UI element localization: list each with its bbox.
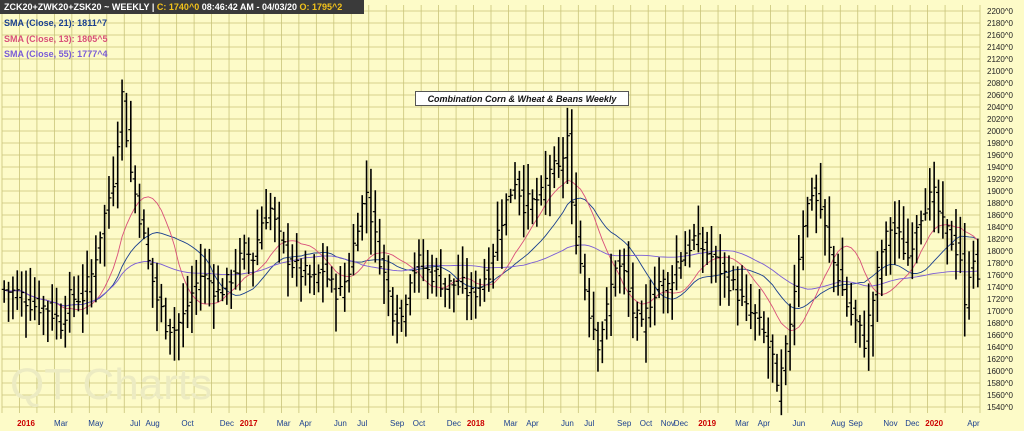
sma-lines [4, 179, 979, 332]
open-value: O: 1795^2 [299, 2, 343, 12]
y-tick-label: 2080^0 [987, 79, 1014, 88]
x-axis-ticks: 2016 Mar May Jul Aug Oct Dec 2017 Mar Apr Jun Jul Se… [17, 419, 980, 428]
x-tick-label: Apr [967, 419, 980, 428]
y-tick-label: 1540^0 [987, 403, 1014, 412]
y-tick-label: 1860^0 [987, 211, 1014, 220]
x-tick-label: Apr [526, 419, 539, 428]
x-tick-label: Dec [220, 419, 234, 428]
x-tick-label: Sep [848, 419, 863, 428]
ohlc-bars [1, 79, 981, 416]
x-tick-label: Jul [130, 419, 140, 428]
y-tick-label: 2060^0 [987, 91, 1014, 100]
y-tick-label: 1620^0 [987, 355, 1014, 364]
x-tick-label: Oct [640, 419, 653, 428]
y-tick-label: 1760^0 [987, 271, 1014, 280]
watermark-text: QT Charts [10, 360, 213, 409]
x-tick-label: Mar [504, 419, 518, 428]
x-tick-label: Oct [181, 419, 194, 428]
y-tick-label: 2040^0 [987, 103, 1014, 112]
y-tick-label: 2140^0 [987, 43, 1014, 52]
y-tick-label: 2200^0 [987, 7, 1014, 16]
y-tick-label: 2000^0 [987, 127, 1014, 136]
sma-line-13 [4, 179, 979, 332]
close-value: C: 1740^0 [156, 2, 200, 12]
sma-line-21 [4, 197, 979, 309]
y-tick-label: 1780^0 [987, 259, 1014, 268]
header-separator: ~ [104, 2, 110, 12]
x-tick-label: Sep [390, 419, 405, 428]
x-tick-label: Jun [792, 419, 805, 428]
y-tick-label: 1580^0 [987, 379, 1014, 388]
y-tick-label: 1600^0 [987, 367, 1014, 376]
y-tick-label: 2180^0 [987, 19, 1014, 28]
quote-header: ZCK20+ZWK20+ZSK20 ~ WEEKLY | C: 1740^0 0… [0, 0, 364, 14]
x-tick-label: Jun [334, 419, 347, 428]
x-tick-label: Apr [299, 419, 312, 428]
x-tick-label: 2016 [17, 419, 35, 428]
y-tick-label: 1720^0 [987, 295, 1014, 304]
y-tick-label: 1640^0 [987, 343, 1014, 352]
legend-sma-21: SMA (Close, 21): 1811^7 [4, 18, 107, 28]
header-divider: | [151, 2, 155, 12]
x-tick-label: Oct [413, 419, 426, 428]
x-tick-label: May [88, 419, 103, 428]
x-tick-label: Dec [447, 419, 461, 428]
x-tick-label: Aug [146, 419, 160, 428]
x-tick-label: Mar [735, 419, 749, 428]
y-tick-label: 2160^0 [987, 31, 1014, 40]
y-tick-label: 1800^0 [987, 247, 1014, 256]
x-tick-label: 2017 [240, 419, 258, 428]
x-tick-label: Mar [277, 419, 291, 428]
y-tick-label: 1980^0 [987, 139, 1014, 148]
y-tick-label: 1680^0 [987, 319, 1014, 328]
y-tick-label: 1960^0 [987, 151, 1014, 160]
y-tick-label: 1940^0 [987, 163, 1014, 172]
y-tick-label: 1920^0 [987, 175, 1014, 184]
y-tick-label: 1560^0 [987, 391, 1014, 400]
y-axis-ticks: 1540^0 1560^0 1580^0 1600^0 1620^0 1640^0 1660… [987, 7, 1014, 412]
y-tick-label: 1820^0 [987, 235, 1014, 244]
x-tick-label: Apr [758, 419, 771, 428]
y-tick-label: 1700^0 [987, 307, 1014, 316]
symbol-label: ZCK20+ZWK20+ZSK20 [4, 2, 102, 12]
x-tick-label: 2018 [467, 419, 485, 428]
sma-line-55 [4, 244, 978, 307]
x-tick-label: Aug [831, 419, 845, 428]
y-tick-label: 2120^0 [987, 55, 1014, 64]
x-tick-label: Nov [883, 419, 897, 428]
y-tick-label: 2020^0 [987, 115, 1014, 124]
chart-title: Combination Corn & Wheat & Beans Weekly [415, 91, 629, 106]
grid-lines [1, 5, 981, 413]
legend-sma-55: SMA (Close, 55): 1777^4 [4, 49, 108, 59]
y-tick-label: 1880^0 [987, 199, 1014, 208]
y-tick-label: 1840^0 [987, 223, 1014, 232]
x-tick-label: Jul [357, 419, 367, 428]
time-label: 08:46:42 AM [201, 2, 254, 12]
y-tick-label: 1660^0 [987, 331, 1014, 340]
y-tick-label: 1900^0 [987, 187, 1014, 196]
x-tick-label: Nov [661, 419, 675, 428]
x-tick-label: Dec [674, 419, 688, 428]
x-tick-label: Jun [561, 419, 574, 428]
y-tick-label: 2100^0 [987, 67, 1014, 76]
x-tick-label: Mar [54, 419, 68, 428]
x-tick-label: 2020 [925, 419, 943, 428]
x-tick-label: Sep [617, 419, 632, 428]
date-label: 04/03/20 [261, 2, 297, 12]
x-tick-label: Dec [905, 419, 919, 428]
legend-sma-13: SMA (Close, 13): 1805^5 [4, 34, 108, 44]
x-tick-label: 2019 [698, 419, 716, 428]
header-dash: - [256, 2, 260, 12]
timeframe-label: WEEKLY [111, 2, 150, 12]
x-tick-label: Jul [584, 419, 594, 428]
y-tick-label: 1740^0 [987, 283, 1014, 292]
